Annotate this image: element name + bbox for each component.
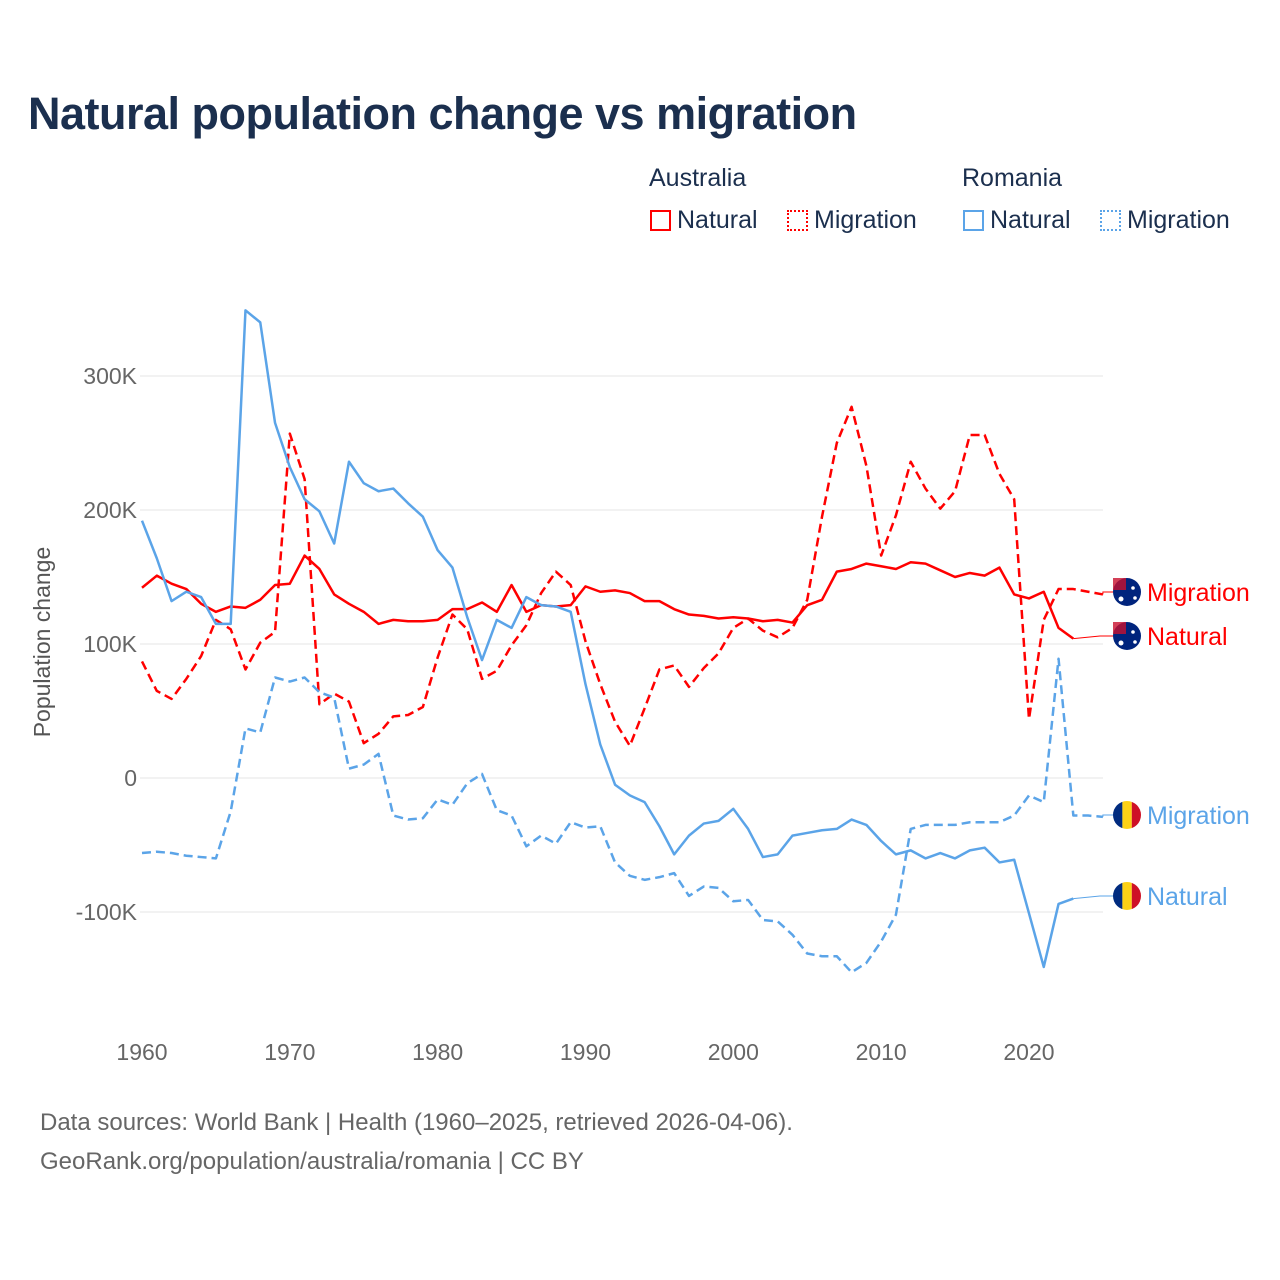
legend-australia-migration[interactable]: Migration [787, 206, 917, 235]
flag-stripe-red [1131, 882, 1141, 910]
y-axis-label: Population change [29, 547, 55, 738]
x-tick-label: 2020 [1003, 1039, 1054, 1065]
x-tick-label: 1980 [412, 1039, 463, 1065]
legend-romania-natural[interactable]: Natural [963, 206, 1071, 235]
flag-star [1133, 640, 1137, 644]
romania-flag-icon [1113, 882, 1141, 910]
legend-group-romania: Romania [962, 164, 1063, 192]
legend-swatch-solid-icon [650, 210, 671, 231]
y-tick-label: 300K [83, 363, 137, 389]
label-connector [1102, 591, 1113, 595]
legend-label: Migration [1127, 206, 1230, 234]
flag-stripe-blue [1113, 801, 1123, 829]
flag-star [1131, 586, 1135, 590]
series-end-label: Migration [1147, 579, 1250, 607]
chart-title: Natural population change vs migration [28, 88, 857, 139]
series-line-australia-natural[interactable] [141, 554, 1075, 640]
series-end-label: Migration [1147, 802, 1250, 830]
flag-stripe-yellow [1122, 882, 1132, 910]
series-line-australia-migration[interactable] [140, 405, 1104, 748]
legend-swatch-solid-icon [963, 210, 984, 231]
legend-label: Natural [990, 206, 1071, 234]
series-end-label: Natural [1147, 623, 1228, 651]
series-line-romania-natural[interactable] [140, 309, 1074, 969]
flag-star [1118, 596, 1124, 602]
legend-australia-natural[interactable]: Natural [650, 206, 758, 235]
legend-label: Migration [814, 206, 917, 234]
legend-swatch-dotted-icon [1100, 210, 1121, 231]
flag-star [1131, 630, 1135, 634]
flag-stripe-blue [1113, 882, 1123, 910]
legend-group-australia: Australia [649, 164, 747, 192]
x-tick-label: 2000 [708, 1039, 759, 1065]
australia-flag-icon [1113, 622, 1141, 650]
y-tick-label: 200K [83, 497, 137, 523]
source-line-2[interactable]: GeoRank.org/population/australia/romania… [40, 1148, 584, 1175]
flag-union-jack [1113, 578, 1126, 590]
source-line-1: Data sources: World Bank | Health (1960–… [40, 1109, 793, 1136]
flag-star [1133, 596, 1137, 600]
y-tick-label: 0 [124, 765, 137, 791]
label-connector [1073, 895, 1113, 900]
flag-star [1118, 640, 1124, 646]
flag-stripe-yellow [1122, 801, 1132, 829]
series-line-romania-migration[interactable] [141, 657, 1104, 974]
legend-swatch-dotted-icon [787, 210, 808, 231]
x-tick-label: 2010 [856, 1039, 907, 1065]
legend-romania-migration[interactable]: Migration [1100, 206, 1230, 235]
series-end-label: Natural [1147, 883, 1228, 911]
australia-flag-icon [1113, 578, 1141, 606]
x-tick-label: 1990 [560, 1039, 611, 1065]
flag-union-jack [1113, 622, 1126, 634]
label-connector [1073, 635, 1113, 640]
romania-flag-icon [1113, 801, 1141, 829]
label-connector [1102, 814, 1113, 817]
x-tick-label: 1960 [116, 1039, 167, 1065]
y-tick-label: 100K [83, 631, 137, 657]
x-tick-label: 1970 [264, 1039, 315, 1065]
legend-label: Natural [677, 206, 758, 234]
flag-stripe-red [1131, 801, 1141, 829]
y-tick-label: -100K [76, 899, 138, 925]
